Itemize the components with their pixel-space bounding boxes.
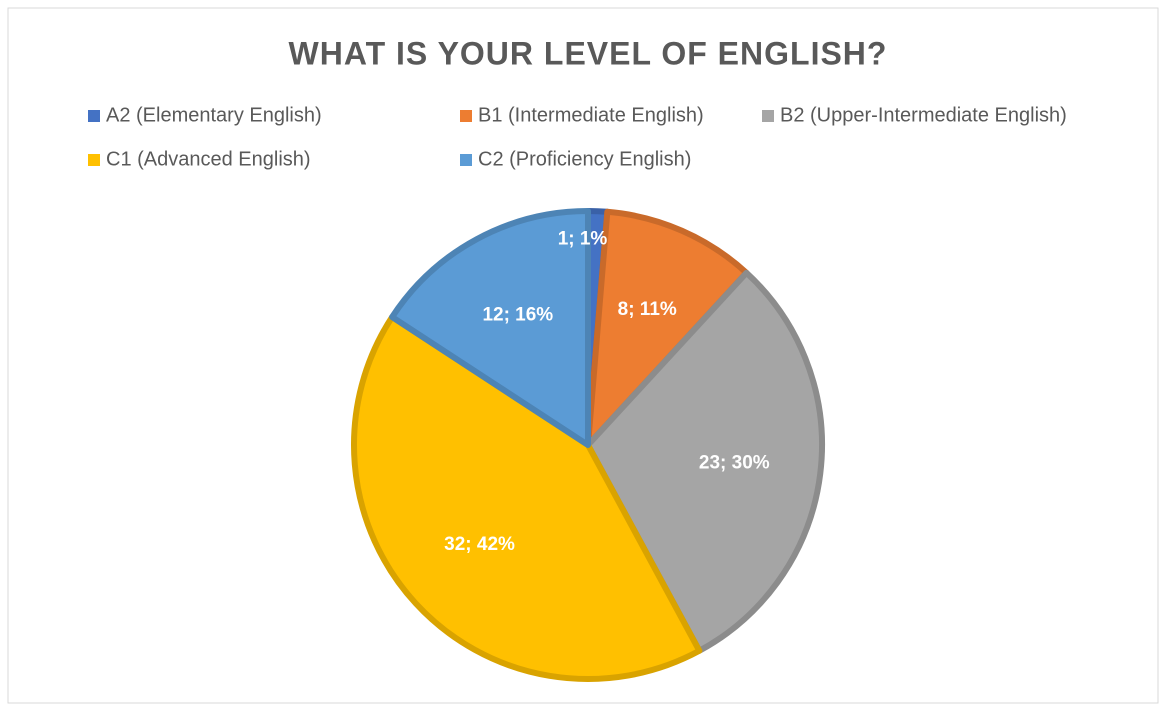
legend-swatch [460, 110, 472, 122]
legend-label: B1 (Intermediate English) [478, 104, 704, 126]
legend-swatch [762, 110, 774, 122]
chart-title: WHAT IS YOUR LEVEL OF ENGLISH? [289, 35, 888, 71]
legend-swatch [460, 154, 472, 166]
legend-swatch [88, 110, 100, 122]
legend-label: B2 (Upper-Intermediate English) [780, 104, 1067, 126]
legend-label: C2 (Proficiency English) [478, 148, 691, 170]
pie-slice [585, 269, 825, 654]
data-label: 12; 16% [482, 304, 553, 325]
data-label: 23; 30% [699, 452, 770, 473]
legend-label: A2 (Elementary English) [106, 104, 322, 126]
legend-swatch [88, 154, 100, 166]
pie-slice [351, 314, 703, 682]
data-label: 1; 1% [558, 228, 608, 249]
pie-slice [585, 208, 750, 448]
data-label: 32; 42% [444, 534, 515, 555]
data-label: 8; 11% [618, 299, 677, 320]
pie-slice [389, 208, 591, 448]
legend-label: C1 (Advanced English) [106, 148, 311, 170]
